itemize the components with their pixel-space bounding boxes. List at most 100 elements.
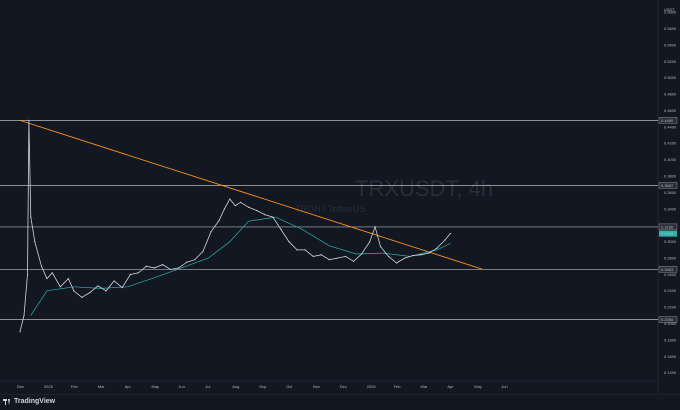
price-point [272,216,274,218]
price-point [420,254,422,256]
horizontal-levels [0,120,658,320]
price-point [153,267,156,269]
price-point [218,219,220,221]
time-tick-label: May [474,384,482,389]
price-point [59,286,61,288]
price-point [328,259,330,261]
time-axis[interactable]: Dec 2025 Feb Mar Apr May Jun Jul Aug Sep Oct Nov Dec… [17,384,508,389]
time-tick-label: Apr [125,384,132,389]
price-tick-label: 0.3800 [664,174,677,179]
price-point [229,198,231,200]
price-tick-label: 0.4400 [664,124,677,129]
level-price-badge [658,182,678,189]
price-tick-label: 0.3400 [664,206,677,211]
price-point [387,255,390,258]
level-price-text: 0.3180 [661,224,674,229]
price-point [264,214,266,216]
price-point [170,268,172,271]
price-point [97,285,99,287]
price-point [234,205,236,207]
trendline-layer [19,119,483,270]
price-tick-label: 0.4600 [664,108,677,113]
price-point [396,262,398,264]
price-point [161,264,164,266]
price-point [248,206,250,208]
currency-label: USDT [664,7,675,12]
price-point [46,277,48,280]
price-point [312,255,314,258]
level-price-badge [658,117,678,124]
chart-background [0,0,680,395]
price-point [51,272,53,274]
level-price-text: 0.2050 [661,317,674,322]
price-point [89,291,91,294]
price-point [178,267,180,269]
price-tick-label: 0.5400 [664,42,677,47]
price-point [444,239,446,241]
price-point [412,255,414,257]
price-point [105,290,107,292]
time-tick-label: Mar [421,384,429,389]
price-axis[interactable]: 0.1400 0.1600 0.1800 0.2000 0.2200 0.2400 0.26… [664,10,677,376]
level-price-badge [658,223,678,231]
price-tick-label: 0.2800 [664,255,677,260]
price-point [344,255,347,258]
level-price-text: 0.3687 [661,183,674,188]
price-point [379,245,382,248]
price-point [256,209,258,212]
time-tick-label: 2026 [367,384,377,389]
price-tick-label: 0.4200 [664,141,677,146]
price-tick-label: 0.2600 [664,272,677,277]
price-point [23,314,25,317]
price-point [369,241,371,243]
price-tick-label: 0.5200 [664,59,677,64]
current-price-badge [659,230,677,237]
time-tick-label: Aug [232,384,239,389]
price-tick-label: 0.5600 [664,26,677,31]
price-point [428,252,430,254]
time-tick-label: Apr [447,384,454,389]
time-tick-label: Sep [259,384,267,389]
price-chart[interactable]: TRXUSDT, 4h TRON / TetherUS USDT 0.14000… [0,0,680,395]
price-badges: 0.4480 0.3687 0.3180 0.2663 0.2050 0.3098 [658,117,678,323]
time-tick-label: Nov [313,384,320,389]
price-tick-label: 0.5000 [664,75,677,80]
level-price-text: 0.2663 [661,267,674,272]
price-point [336,257,339,259]
price-point [129,273,131,276]
price-point [113,280,115,282]
price-point [34,241,36,243]
time-tick-label: Dec [17,384,24,389]
price-point [145,265,148,267]
current-price-text: 0.3098 [661,231,674,236]
price-point [404,257,406,259]
moving-average-layer [30,216,451,316]
price-series-layer [19,119,451,333]
price-tick-label: 0.4800 [664,92,677,97]
price-point [361,253,363,255]
level-price-text: 0.4480 [661,118,674,123]
price-point [223,208,226,210]
moving-average-line [30,216,451,316]
time-tick-label: Feb [71,384,79,389]
price-tick-label: 0.1400 [664,370,677,375]
price-point [30,216,32,218]
price-point [239,201,242,203]
level-price-badge [658,266,678,273]
tradingview-brand: TradingView [14,398,56,405]
price-point [194,259,196,261]
price-point [81,296,83,299]
price-tick-label: 0.2400 [664,288,677,293]
price-point [40,265,43,267]
price-point [296,249,298,251]
price-point [280,228,282,230]
price-point [320,254,322,256]
price-point [73,290,75,292]
tradingview-logo[interactable]: TradingView [3,398,55,405]
price-tick-label: 0.5800 [664,10,677,15]
price-tick-label: 0.4000 [664,157,677,162]
price-point [449,232,451,235]
time-tick-label: Feb [394,384,402,389]
price-tick-label: 0.2000 [664,321,677,326]
